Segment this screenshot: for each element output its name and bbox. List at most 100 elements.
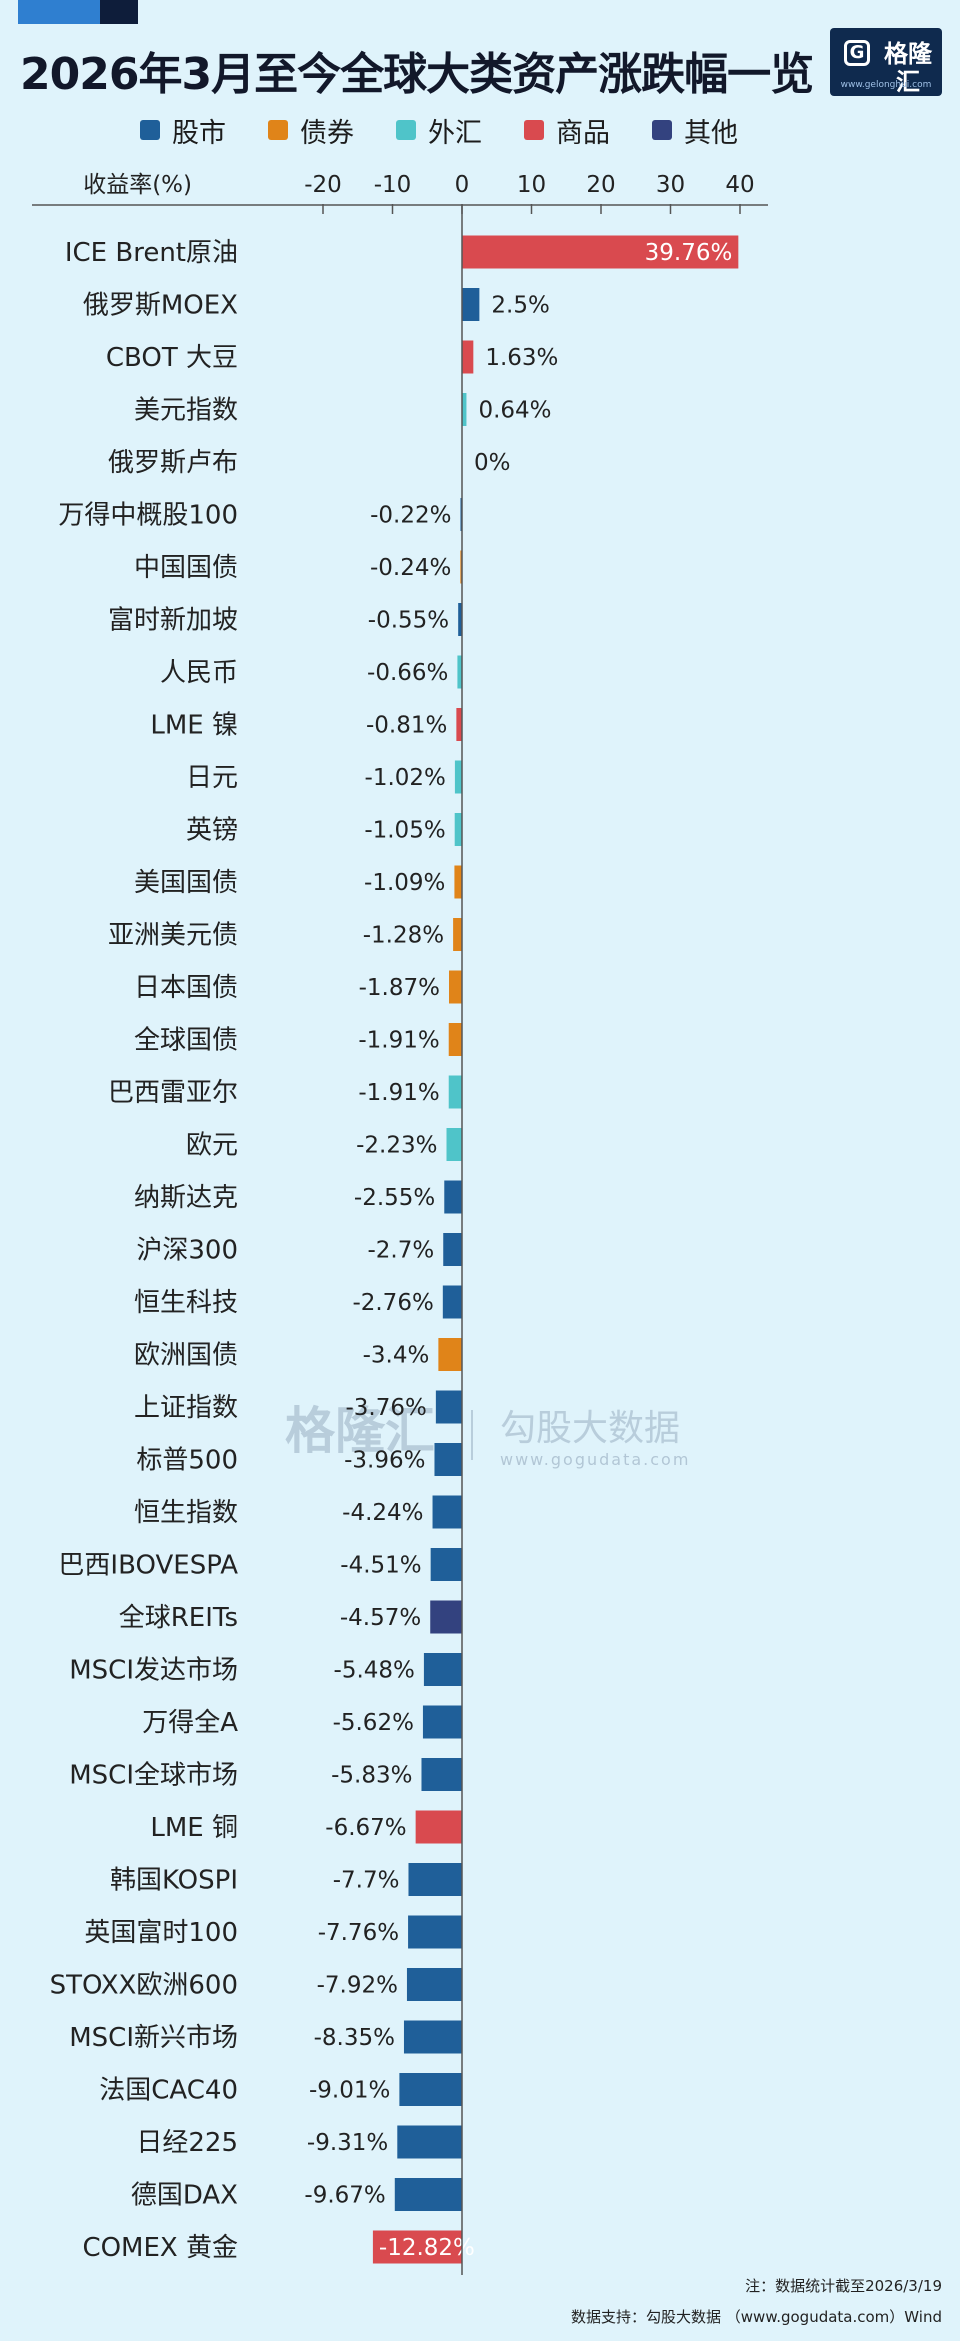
x-tick-label: 40 (725, 172, 754, 198)
x-tick-label: 30 (656, 172, 685, 198)
bar (435, 1390, 462, 1424)
data-label: -1.91% (358, 1080, 439, 1106)
category-label: LME 镍 (150, 711, 238, 741)
bar (454, 813, 462, 846)
category-label: 欧元 (186, 1131, 238, 1161)
bar (408, 1915, 462, 1949)
data-label: -2.23% (356, 1133, 437, 1159)
bar (406, 1968, 462, 2001)
legend-item: 其他 (652, 112, 738, 149)
data-label: -7.92% (317, 1973, 398, 1999)
category-label: 万得全A (142, 1708, 238, 1738)
watermark-brand: 格隆汇 (285, 1402, 435, 1460)
data-label: -4.51% (340, 1553, 421, 1579)
category-label: 英国富时100 (84, 1918, 238, 1948)
data-label: 0% (474, 450, 511, 476)
bar (462, 235, 739, 269)
category-label: CBOT 大豆 (106, 343, 238, 373)
category-label: MSCI新兴市场 (69, 2023, 238, 2053)
data-label: -1.28% (363, 923, 444, 949)
bar (423, 1653, 462, 1686)
x-tick-label: -20 (304, 172, 342, 198)
data-label: -9.01% (309, 2078, 390, 2104)
category-label: 沪深300 (136, 1236, 238, 1266)
bar (403, 2020, 462, 2054)
data-label: -5.62% (333, 1710, 414, 1736)
watermark-name: 勾股大数据 (500, 1408, 680, 1449)
legend-label: 股市 (172, 117, 226, 149)
category-label: 俄罗斯卢布 (108, 448, 238, 478)
bar (458, 603, 462, 636)
legend-swatch (140, 120, 160, 140)
legend-label: 其他 (684, 117, 738, 149)
legend-label: 债券 (300, 117, 354, 149)
data-label: -1.87% (359, 975, 440, 1001)
data-label: 39.76% (645, 240, 733, 266)
data-label: -2.55% (354, 1185, 435, 1211)
bar (430, 1548, 462, 1581)
category-label: 万得中概股100 (58, 501, 238, 531)
bar (438, 1338, 462, 1371)
category-label: 全球国债 (134, 1026, 238, 1056)
category-label: 恒生指数 (134, 1498, 238, 1528)
x-tick-label: 0 (455, 172, 470, 198)
bar (372, 2230, 462, 2264)
data-label: -9.31% (307, 2130, 388, 2156)
legend-swatch (652, 120, 672, 140)
bar (448, 1075, 462, 1109)
category-label: 中国国债 (134, 553, 238, 583)
data-label: -12.82% (379, 2235, 475, 2261)
category-label: 德国DAX (131, 2181, 238, 2211)
data-label: -4.24% (342, 1500, 423, 1526)
bar (462, 288, 480, 321)
legend-label: 外汇 (428, 117, 482, 149)
data-label: -5.83% (331, 1763, 412, 1789)
data-source: 数据支持：勾股大数据 （www.gogudata.com）Wind (571, 2308, 942, 2326)
bar (454, 865, 462, 899)
category-label: 巴西雷亚尔 (108, 1078, 238, 1108)
bar (460, 498, 462, 531)
x-axis-label: 收益率(%) (83, 172, 192, 198)
category-label: 日本国债 (134, 973, 238, 1003)
category-label: 俄罗斯MOEX (83, 291, 238, 321)
category-label: COMEX 黄金 (82, 2233, 238, 2263)
bar (415, 1810, 462, 1844)
data-label: -8.35% (314, 2025, 395, 2051)
category-label: 巴西IBOVESPA (58, 1551, 238, 1581)
x-tick-label: -10 (374, 172, 412, 198)
x-tick-label: 10 (517, 172, 546, 198)
data-label: -3.76% (345, 1395, 426, 1421)
category-label: 美元指数 (134, 396, 238, 426)
data-label: -3.96% (344, 1448, 425, 1474)
category-label: 美国国债 (134, 868, 238, 898)
chart-legend: 股市 债券 外汇 商品 其他 (140, 112, 738, 149)
category-label: 标普500 (136, 1446, 238, 1476)
category-label: 恒生科技 (134, 1288, 238, 1318)
bar (462, 393, 467, 426)
bar (442, 1285, 462, 1319)
data-label: -3.4% (363, 1343, 430, 1369)
category-label: 纳斯达克 (134, 1183, 238, 1213)
data-label: -1.05% (364, 818, 445, 844)
bar (432, 1495, 462, 1529)
legend-swatch (524, 120, 544, 140)
category-label: 日经225 (136, 2128, 238, 2158)
legend-item: 股市 (140, 112, 226, 149)
footnote: 注：数据统计截至2026/3/19 (745, 2277, 942, 2295)
data-label: -5.48% (334, 1658, 415, 1684)
bar (446, 1128, 462, 1161)
data-label: -0.55% (368, 608, 449, 634)
logo-url: www.gelonghui.com (840, 80, 932, 90)
data-label: 2.5% (491, 293, 549, 319)
data-label: -9.67% (304, 2183, 385, 2209)
bar (434, 1443, 462, 1476)
data-label: -2.76% (352, 1290, 433, 1316)
data-label: -0.81% (366, 713, 447, 739)
brand-logo: G 格隆汇 www.gelonghui.com (830, 28, 942, 96)
data-label: 1.63% (485, 345, 558, 371)
data-label: -4.57% (340, 1605, 421, 1631)
data-label: -1.91% (358, 1028, 439, 1054)
bar (454, 760, 462, 794)
category-label: 韩国KOSPI (110, 1866, 238, 1896)
